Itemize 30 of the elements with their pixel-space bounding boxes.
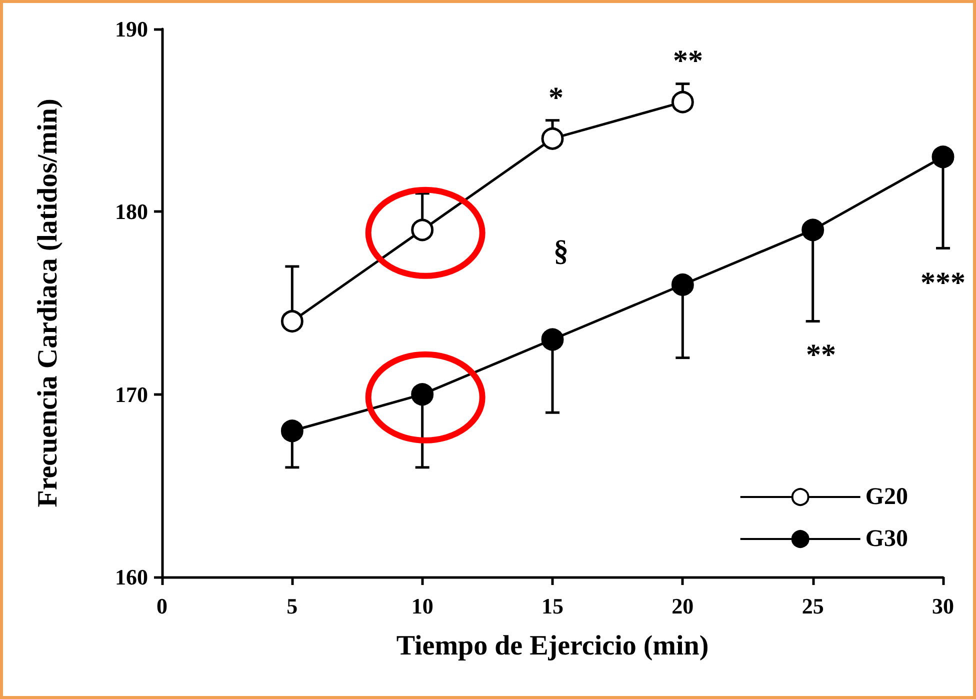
annotation: ***: [920, 266, 966, 300]
x-axis-title: Tiempo de Ejercicio (min): [396, 630, 709, 662]
legend-label: G30: [865, 526, 908, 552]
point: [280, 310, 304, 333]
legend-label: G20: [865, 484, 908, 510]
point: [541, 127, 564, 150]
annotation: **: [806, 338, 836, 372]
point: [671, 90, 694, 114]
x-tick-label: 15: [542, 594, 564, 618]
y-tick-label: 170: [115, 382, 148, 407]
y-tick-label: 160: [115, 564, 148, 590]
x-tick-label: 5: [286, 594, 298, 618]
point: [671, 273, 694, 296]
x-tick-label: 0: [156, 594, 168, 618]
y-tick-label: 190: [115, 16, 148, 42]
y-tick-label: 180: [115, 199, 148, 224]
point: [280, 420, 304, 442]
x-tick-label: 25: [802, 594, 824, 618]
annotation: *: [548, 82, 564, 114]
x-tick-label: 30: [932, 594, 954, 618]
x-tick-label: 20: [672, 594, 694, 618]
annotation: §: [554, 234, 568, 268]
point: [802, 218, 824, 242]
annotation: **: [673, 44, 703, 78]
point: [411, 383, 434, 406]
y-axis-title: Frecuencia Cardiaca (latidos/min): [32, 98, 64, 508]
point: [411, 218, 434, 242]
x-tick-label: 10: [411, 594, 434, 618]
point: [932, 146, 954, 168]
point: [541, 328, 564, 351]
